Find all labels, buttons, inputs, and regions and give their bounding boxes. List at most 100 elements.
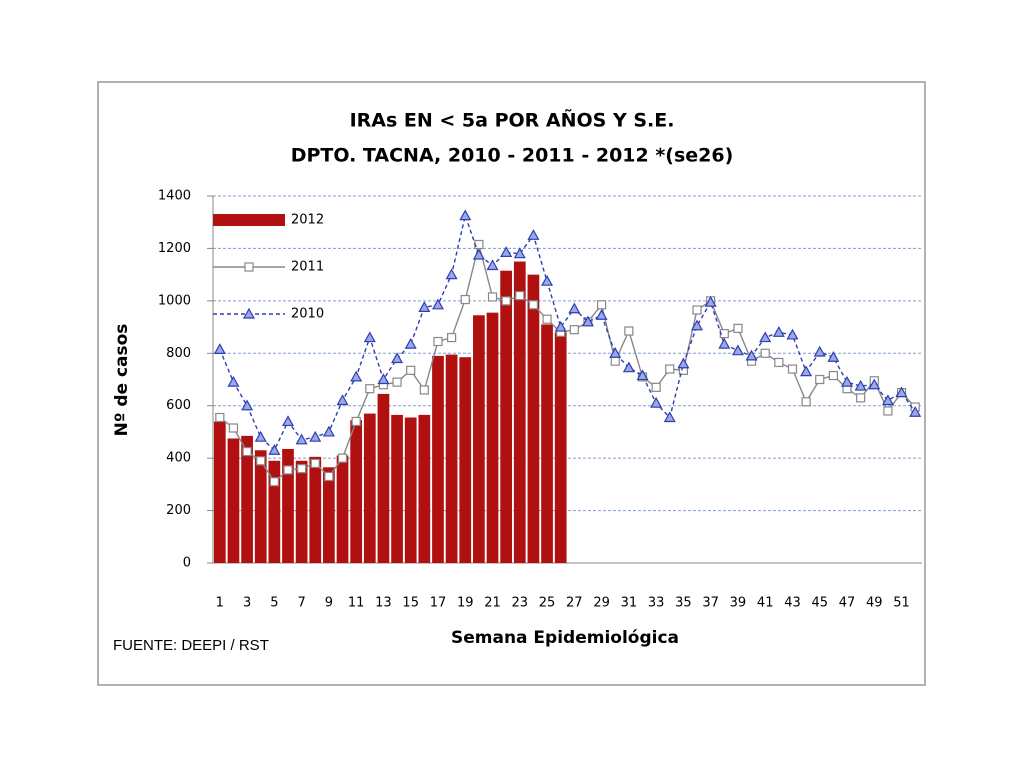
point: [365, 384, 375, 394]
point: [297, 464, 307, 474]
bar: [377, 393, 390, 563]
point: [692, 305, 702, 315]
bar: [295, 460, 308, 563]
chart-title: IRAs EN < 5a POR AÑOS Y S.E.: [350, 108, 675, 132]
point: [515, 291, 525, 301]
bar: [336, 455, 349, 563]
point: [472, 248, 485, 260]
point: [445, 268, 458, 280]
point: [542, 314, 552, 324]
point: [474, 239, 484, 250]
x-tick-label: 33: [648, 596, 665, 611]
bar: [350, 420, 363, 563]
x-tick-label: 49: [866, 596, 883, 611]
x-tick-label: 27: [566, 596, 583, 611]
point: [596, 300, 607, 310]
y-tick-label: 600: [166, 398, 191, 413]
point: [268, 444, 281, 455]
y-tick-label: 0: [183, 556, 191, 571]
bar: [554, 332, 567, 563]
point: [581, 315, 594, 327]
point: [691, 319, 704, 331]
x-tick-label: 21: [484, 596, 501, 611]
legend-swatch: [213, 214, 285, 226]
point: [541, 274, 554, 286]
x-tick-label: 9: [325, 596, 333, 611]
x-tick-label: 37: [702, 596, 719, 611]
point: [309, 430, 322, 442]
point: [324, 471, 334, 482]
point: [595, 309, 608, 320]
source-note: FUENTE: DEEPI / RST: [113, 637, 269, 654]
point: [624, 326, 634, 336]
point: [650, 396, 663, 408]
point: [459, 209, 472, 221]
x-tick-label: 15: [402, 596, 419, 611]
x-tick-label: 25: [539, 596, 556, 611]
x-tick-label: 41: [757, 596, 774, 611]
point: [527, 229, 540, 240]
point: [663, 411, 676, 423]
y-tick-label: 200: [166, 503, 191, 518]
point: [228, 423, 239, 433]
point: [718, 337, 731, 349]
bar: [418, 414, 431, 563]
x-tick-label: 5: [270, 596, 278, 611]
y-tick-label: 1400: [158, 189, 191, 204]
point: [827, 350, 840, 362]
x-tick-label: 29: [593, 596, 610, 611]
point: [392, 377, 402, 387]
point: [351, 416, 361, 427]
bar: [473, 315, 485, 563]
point: [295, 433, 308, 445]
point: [636, 369, 649, 381]
point: [501, 296, 511, 306]
point: [215, 412, 225, 423]
point: [800, 365, 813, 377]
point: [568, 302, 581, 314]
point: [242, 446, 252, 457]
point: [269, 477, 279, 487]
point: [840, 375, 854, 387]
point: [337, 453, 348, 463]
y-axis-title: Nº de casos: [112, 324, 132, 437]
point: [391, 352, 404, 364]
legend-label: 2011: [291, 260, 324, 275]
bar: [254, 450, 267, 563]
point: [856, 393, 866, 403]
bar: [459, 357, 472, 563]
point: [760, 348, 770, 358]
legend-marker: [242, 307, 256, 319]
bar: [404, 417, 417, 563]
point: [868, 378, 881, 390]
point: [828, 370, 838, 381]
point: [254, 430, 267, 442]
point: [500, 246, 513, 257]
bar: [541, 324, 553, 563]
point: [704, 295, 717, 307]
point: [622, 361, 635, 373]
point: [733, 323, 743, 333]
point: [787, 364, 798, 374]
point: [310, 458, 320, 468]
point: [419, 385, 429, 395]
x-tick-label: 51: [893, 596, 910, 611]
y-tick-label: 1200: [158, 241, 191, 256]
x-tick-label: 45: [811, 596, 828, 611]
point: [377, 373, 390, 385]
point: [677, 357, 690, 369]
point: [213, 343, 226, 354]
bar: [309, 456, 322, 563]
point: [895, 386, 908, 398]
bar: [391, 414, 403, 563]
point: [281, 415, 295, 427]
x-tick-label: 43: [784, 596, 801, 611]
legend-label: 2010: [291, 307, 324, 322]
bar: [527, 274, 540, 563]
point: [786, 328, 799, 340]
x-tick-label: 1: [216, 596, 224, 611]
bar: [486, 312, 499, 563]
point: [256, 456, 266, 466]
x-tick-label: 39: [730, 596, 747, 611]
x-tick-label: 3: [243, 596, 251, 611]
